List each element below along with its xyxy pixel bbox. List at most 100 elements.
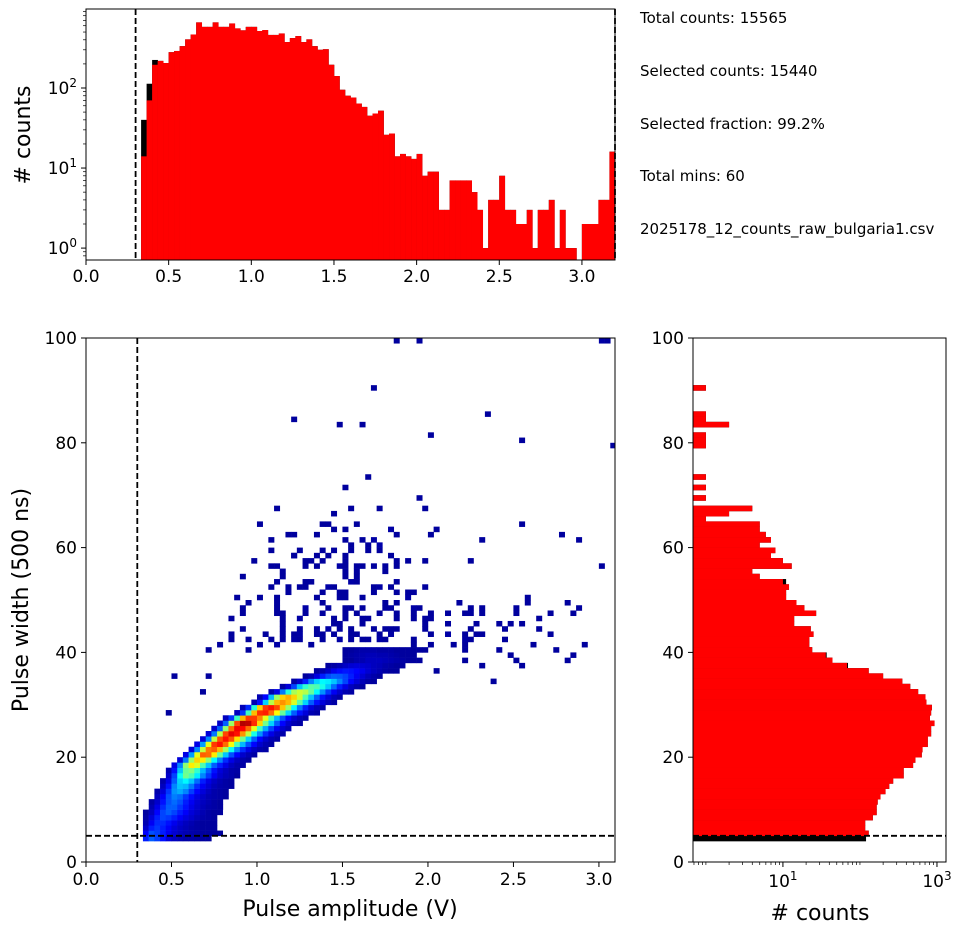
- heatmap-cell: [239, 710, 246, 716]
- heatmap-cell: [314, 710, 321, 716]
- heatmap-cell: [370, 647, 377, 653]
- heatmap-cell: [422, 505, 429, 512]
- heatmap-cell: [268, 699, 275, 706]
- heatmap-cell: [524, 594, 531, 601]
- heatmap-cell: [296, 689, 303, 695]
- heatmap-cell: [319, 631, 326, 637]
- heatmap-cell: [382, 626, 389, 632]
- heatmap-cell: [177, 814, 184, 821]
- heatmap-cell: [325, 678, 332, 685]
- heatmap-cell: [393, 531, 400, 538]
- x-tick-label: 3.0: [568, 267, 595, 287]
- heatmap-cell: [365, 474, 372, 480]
- heatmap-cell: [467, 558, 474, 564]
- heatmap-cell: [388, 631, 395, 637]
- heatmap-cell: [410, 610, 417, 617]
- heatmap-cell: [314, 673, 321, 679]
- heatmap-cell: [302, 579, 309, 585]
- heatmap-cell: [342, 568, 349, 575]
- heatmap-cell: [296, 715, 303, 721]
- heatmap-cell: [427, 615, 434, 622]
- heatmap-cell: [348, 505, 355, 512]
- histogram-bar-selected: [693, 432, 706, 438]
- histogram-bar-selected: [693, 704, 932, 711]
- heatmap-cell: [422, 620, 429, 627]
- heatmap-cell: [302, 563, 309, 569]
- histogram-bar-selected: [693, 521, 760, 527]
- heatmap-cell: [274, 505, 281, 512]
- heatmap-cell: [182, 762, 189, 768]
- heatmap-cell: [325, 584, 332, 590]
- histogram-bar-selected: [693, 484, 706, 491]
- heatmap-cell: [217, 809, 224, 816]
- heatmap-cell: [576, 605, 583, 611]
- heatmap-cell: [199, 778, 206, 784]
- y-tick-label: 0: [66, 853, 77, 873]
- heatmap-cell: [313, 631, 320, 637]
- heatmap-cell: [256, 641, 263, 648]
- heatmap-cell: [274, 736, 281, 742]
- heatmap-cell: [217, 741, 224, 748]
- y-tick-label: 80: [662, 434, 684, 454]
- heatmap-cell: [393, 600, 400, 606]
- heatmap-cell: [205, 746, 212, 753]
- heatmap-cell: [205, 814, 212, 821]
- heatmap-cell: [188, 830, 195, 837]
- heatmap-cell: [610, 442, 615, 449]
- histogram-bar-selected: [693, 631, 814, 637]
- heatmap-cell: [336, 421, 343, 428]
- heatmap-cell: [342, 573, 349, 580]
- heatmap-cell: [211, 783, 218, 789]
- heatmap-cell: [405, 594, 412, 601]
- heatmap-cell: [331, 631, 338, 637]
- amplitude-histogram: [134, 9, 616, 261]
- heatmap-cell: [365, 668, 372, 674]
- heatmap-cell: [234, 731, 241, 737]
- histogram-bar-selected: [693, 537, 771, 543]
- heatmap-cell: [325, 668, 332, 674]
- heatmap-cell: [274, 641, 281, 648]
- heatmap-cell: [165, 710, 172, 716]
- heatmap-cell: [348, 678, 355, 685]
- heatmap-cell: [353, 662, 360, 669]
- histogram-bar-selected: [355, 103, 362, 261]
- heatmap-cell: [251, 710, 258, 716]
- heatmap-cell: [348, 668, 355, 674]
- heatmap-cell: [251, 704, 258, 711]
- heatmap-cell: [313, 531, 320, 538]
- heatmap-cell: [188, 778, 195, 784]
- axes-frame: [85, 337, 616, 863]
- histogram-bar-selected: [383, 134, 390, 260]
- heatmap-cell: [359, 594, 366, 601]
- heatmap-cell: [496, 647, 503, 653]
- heatmap-cell: [302, 610, 309, 617]
- heatmap-cell: [342, 683, 349, 690]
- heatmap-cell: [256, 731, 263, 737]
- histogram-bar-selected: [422, 175, 428, 260]
- heatmap-cell: [319, 673, 326, 679]
- heatmap-cell: [256, 746, 263, 753]
- heatmap-cell: [564, 657, 571, 664]
- heatmap-cell: [165, 788, 172, 795]
- heatmap-cell: [188, 835, 195, 842]
- histogram-bar-selected: [693, 573, 760, 580]
- heatmap-cell: [336, 594, 343, 601]
- heatmap-cell: [199, 809, 206, 816]
- x-tick-label: 0.5: [158, 870, 185, 890]
- filename-text: 2025178_12_counts_raw_bulgaria1.csv: [640, 220, 935, 238]
- heatmap-cell: [313, 683, 320, 690]
- heatmap-cell: [279, 626, 286, 632]
- heatmap-cell: [479, 537, 486, 543]
- heatmap-cell: [291, 678, 298, 685]
- y-axis-label: Pulse width (500 ns): [9, 488, 34, 712]
- heatmap-cell: [177, 788, 184, 795]
- histogram-bar-selected: [693, 568, 753, 575]
- heatmap-cell: [484, 411, 491, 417]
- heatmap-cell: [365, 647, 372, 653]
- heatmap-cell: [353, 668, 360, 674]
- heatmap-cell: [194, 783, 201, 789]
- histogram-bar-selected: [693, 725, 932, 732]
- heatmap-cell: [353, 521, 360, 527]
- heatmap-cell: [228, 783, 235, 789]
- y-tick-label: 0: [673, 853, 684, 873]
